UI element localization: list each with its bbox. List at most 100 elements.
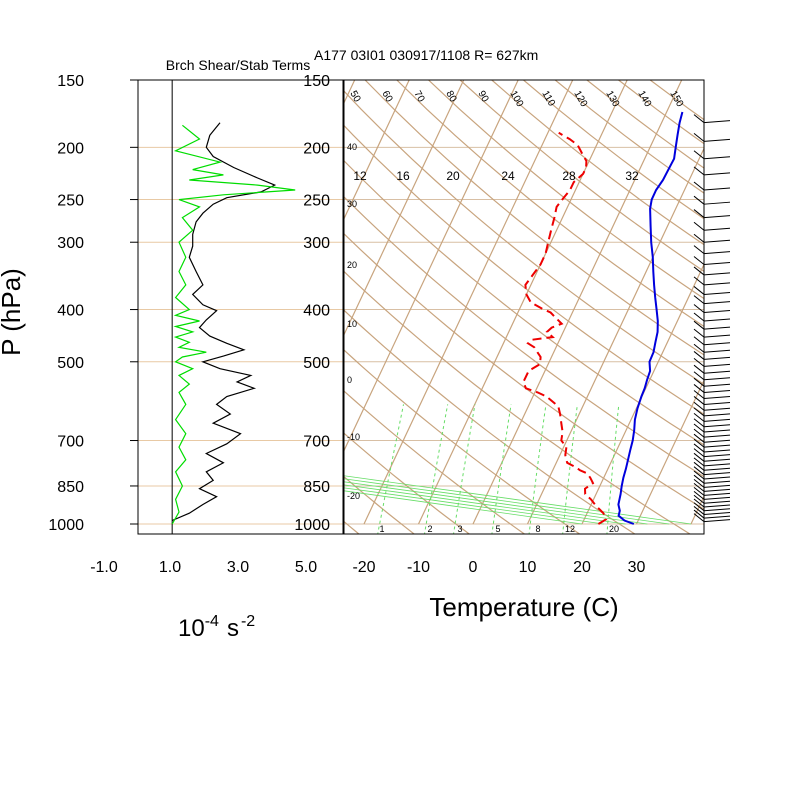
wind-barb-flag — [693, 371, 705, 381]
wind-barb-shaft — [703, 172, 731, 176]
right-profile-lines — [522, 111, 684, 525]
wind-barb-flag — [693, 256, 705, 265]
wind-barb-flag — [693, 221, 705, 231]
saturated-adiabat — [344, 484, 626, 525]
left-y-tick-label: 700 — [57, 434, 84, 451]
isotherm — [344, 80, 519, 453]
wind-barb-flag — [693, 412, 705, 422]
wind-barb-shaft — [703, 439, 731, 443]
wind-barb-flag — [693, 490, 705, 500]
isotherm-label: -20 — [347, 491, 360, 501]
wind-barb-shaft — [703, 282, 731, 286]
wind-barb-flag — [693, 351, 705, 360]
wind-barb-shaft — [703, 519, 731, 523]
units-base: 10 — [178, 615, 205, 642]
mixing-ratio-label: 28 — [562, 169, 576, 183]
dry-adiabat — [344, 124, 704, 416]
isotherm-label: 20 — [347, 260, 357, 270]
wind-barb-shaft — [703, 508, 731, 512]
dewpoint-profile-line — [522, 131, 608, 525]
wind-barb-flag — [693, 494, 705, 504]
wind-barb-shaft — [703, 215, 731, 219]
units-exponent: -4 — [205, 613, 219, 630]
mixing-ratio-label: 24 — [501, 169, 515, 183]
dry-adiabat — [344, 196, 704, 478]
isotherm-label: -10 — [347, 432, 360, 442]
wind-barb-flag — [693, 114, 705, 124]
wind-barb-flag — [693, 452, 705, 462]
theta-label: 50 — [347, 89, 362, 105]
wind-barb-shaft — [703, 377, 731, 381]
wind-barb-flag — [693, 478, 705, 488]
wind-barb-flag — [693, 461, 705, 471]
isotherm — [92, 80, 301, 524]
wind-barb-shaft — [703, 463, 731, 467]
dry-adiabat — [344, 90, 704, 386]
wind-barb-flag — [693, 483, 705, 492]
wind-barb-shaft — [703, 401, 731, 405]
dry-adiabat — [364, 80, 704, 356]
mixing-ratio-line — [528, 404, 547, 534]
right-y-tick-labels: 150 200 250 300 400 500 700 850 1000 — [294, 73, 330, 534]
wind-barb-flag — [693, 364, 705, 374]
wind-barb-shaft — [703, 396, 731, 400]
wind-barb-flag — [693, 295, 705, 305]
left-y-tick-label: 500 — [57, 355, 84, 372]
right-x-tick-labels: -20 -10 0 10 20 30 — [352, 559, 645, 576]
theta-label: 90 — [475, 89, 490, 105]
saturated-adiabat — [344, 490, 583, 525]
wind-barb-shaft — [703, 449, 731, 453]
isotherm — [344, 80, 465, 337]
wind-barb-shaft — [703, 272, 731, 276]
isotherm-label: 40 — [347, 142, 357, 152]
right-y-tick-label: 700 — [303, 434, 330, 451]
units-label: 10-4 s -2 — [178, 613, 255, 642]
right-y-tick-label: 150 — [303, 73, 330, 90]
wind-barb-shaft — [703, 504, 731, 508]
left-x-tick-label: -1.0 — [90, 559, 118, 576]
wind-barb-shaft — [703, 187, 731, 191]
right-x-tick-label: 10 — [519, 559, 537, 576]
right-y-tick-label: 400 — [303, 303, 330, 320]
wind-barb-flag — [693, 336, 705, 346]
mixing-ratio-label: 12 — [353, 169, 367, 183]
theta-label: 140 — [635, 89, 653, 109]
mixing-ratio-bottom-label: 8 — [535, 524, 540, 534]
units-seconds: s — [227, 615, 239, 642]
wind-barb-shaft — [703, 370, 731, 374]
dry-adiabat — [344, 232, 704, 510]
wind-barb-flag — [693, 423, 705, 433]
dry-adiabat — [428, 80, 704, 300]
skew-t-grid — [92, 80, 800, 534]
wind-barb-flag — [693, 166, 705, 176]
wind-barb-shaft — [703, 349, 731, 353]
dry-adiabat — [618, 80, 704, 145]
wind-barb-shaft — [703, 326, 731, 330]
wind-barb-shaft — [703, 356, 731, 360]
saturated-adiabat — [344, 487, 604, 525]
wind-barb-flag — [693, 487, 705, 496]
wind-barb-shaft — [703, 467, 731, 471]
saturated-adiabat — [344, 478, 670, 525]
isotherm — [746, 80, 800, 524]
right-x-tick-label: 30 — [628, 559, 646, 576]
wind-barb-flag — [693, 502, 705, 512]
right-y-tick-label: 250 — [303, 193, 330, 210]
wind-barb-flag — [693, 195, 705, 205]
right-y-tick-label: 500 — [303, 355, 330, 372]
dry-adiabat — [586, 80, 704, 169]
wind-barb-flag — [693, 396, 705, 405]
wind-barb-flag — [693, 286, 705, 295]
dry-adiabat — [523, 80, 704, 220]
wind-barb-shaft — [703, 444, 731, 448]
wind-barb-shaft — [703, 120, 731, 124]
left-x-tick-label: 5.0 — [295, 559, 317, 576]
right-x-tick-label: -10 — [407, 559, 430, 576]
mixing-ratio-bottom-label: 1 — [379, 524, 384, 534]
dry-adiabat — [491, 80, 704, 246]
left-y-tick-label: 250 — [57, 193, 84, 210]
wind-barb-shaft — [703, 318, 731, 322]
wind-barb-shaft — [703, 309, 731, 313]
mixing-ratio-line — [562, 404, 578, 534]
